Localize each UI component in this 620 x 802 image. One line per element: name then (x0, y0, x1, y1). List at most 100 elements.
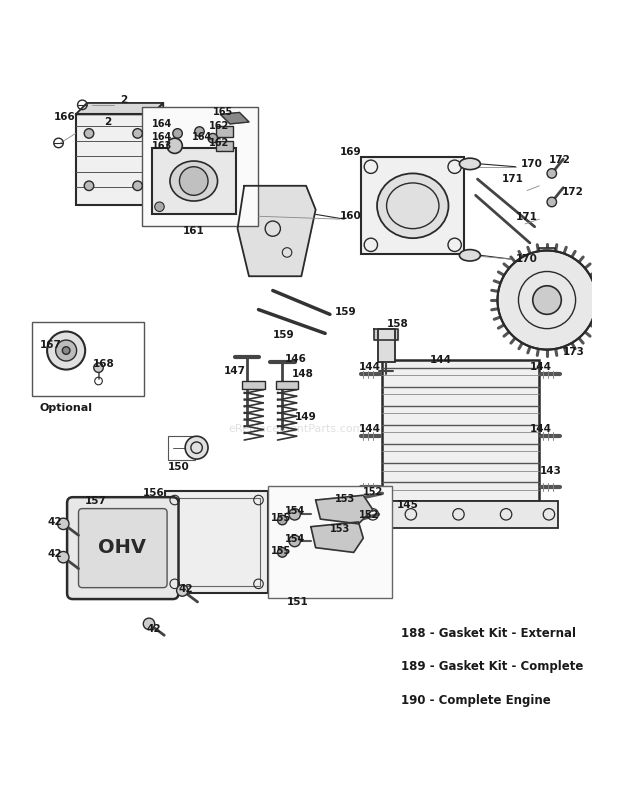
Text: 167: 167 (40, 340, 61, 350)
Text: 157: 157 (85, 496, 107, 506)
Text: 145: 145 (397, 500, 419, 510)
Text: 172: 172 (561, 188, 583, 197)
Text: 144: 144 (530, 362, 552, 371)
Circle shape (133, 181, 143, 191)
Text: 155: 155 (271, 513, 291, 523)
Circle shape (47, 331, 85, 370)
Text: 151: 151 (287, 597, 309, 607)
Circle shape (289, 535, 301, 547)
Text: 2: 2 (104, 117, 112, 127)
Text: 161: 161 (182, 225, 204, 236)
Text: 170: 170 (520, 159, 542, 169)
Text: 144: 144 (430, 355, 452, 365)
Bar (165, 491, 268, 593)
Bar (242, 381, 265, 389)
Circle shape (533, 286, 561, 314)
Text: 153: 153 (330, 524, 350, 533)
Polygon shape (237, 186, 316, 276)
Circle shape (84, 128, 94, 138)
Text: 143: 143 (539, 467, 561, 476)
Text: 154: 154 (285, 534, 306, 544)
Polygon shape (76, 103, 163, 115)
Ellipse shape (170, 161, 218, 201)
Text: 146: 146 (285, 354, 307, 364)
Text: 173: 173 (563, 347, 585, 358)
Circle shape (143, 618, 155, 630)
Text: 153: 153 (335, 494, 355, 504)
Bar (168, 436, 195, 460)
Text: 165: 165 (213, 107, 233, 117)
Text: 168: 168 (93, 358, 115, 369)
Circle shape (56, 340, 77, 361)
Text: 190 - Complete Engine: 190 - Complete Engine (401, 694, 551, 707)
Circle shape (289, 508, 301, 520)
Text: 42: 42 (47, 517, 62, 527)
Text: 148: 148 (292, 370, 314, 379)
Text: 188 - Gasket Kit - External: 188 - Gasket Kit - External (401, 627, 577, 640)
Bar (143, 107, 259, 226)
Text: Optional: Optional (40, 403, 92, 413)
Text: 189 - Gasket Kit - Complete: 189 - Gasket Kit - Complete (401, 660, 583, 673)
Polygon shape (374, 329, 399, 340)
Text: 152: 152 (363, 488, 384, 497)
Ellipse shape (377, 173, 448, 238)
Circle shape (278, 515, 287, 525)
Text: 155: 155 (271, 545, 291, 556)
Text: 170: 170 (516, 254, 538, 264)
Bar (152, 148, 236, 214)
Ellipse shape (459, 158, 481, 169)
Text: 158: 158 (387, 319, 409, 329)
Text: 163: 163 (152, 141, 172, 151)
Text: 149: 149 (294, 412, 316, 422)
Polygon shape (311, 522, 363, 553)
Circle shape (58, 552, 69, 563)
Text: 144: 144 (358, 362, 381, 371)
Text: 164: 164 (152, 132, 172, 142)
Circle shape (278, 548, 287, 557)
Circle shape (497, 250, 596, 350)
Circle shape (155, 202, 164, 212)
Text: 171: 171 (516, 213, 538, 222)
Text: 160: 160 (339, 211, 361, 221)
Bar (539, 248, 555, 290)
Bar (363, 501, 559, 528)
Circle shape (94, 363, 104, 372)
Circle shape (133, 128, 143, 138)
Circle shape (84, 181, 94, 191)
Bar (76, 115, 152, 205)
Text: 171: 171 (502, 174, 523, 184)
Circle shape (185, 436, 208, 459)
Text: 42: 42 (146, 624, 161, 634)
Text: 144: 144 (358, 423, 381, 434)
Circle shape (195, 127, 204, 136)
Text: 159: 159 (273, 330, 294, 340)
Text: 172: 172 (549, 155, 571, 165)
Circle shape (177, 585, 188, 596)
Circle shape (63, 346, 70, 354)
Text: 147: 147 (224, 367, 246, 376)
Polygon shape (152, 103, 163, 205)
Text: 42: 42 (47, 549, 62, 559)
Bar (276, 381, 298, 389)
Text: 169: 169 (339, 148, 361, 157)
Text: 166: 166 (54, 112, 76, 122)
FancyBboxPatch shape (67, 497, 179, 599)
Circle shape (208, 133, 218, 143)
Text: 162: 162 (209, 138, 229, 148)
Circle shape (547, 168, 557, 178)
Bar (216, 141, 232, 151)
Text: 2: 2 (120, 95, 128, 105)
Text: 154: 154 (285, 505, 306, 516)
Text: 159: 159 (335, 307, 356, 318)
Bar (268, 486, 392, 598)
Text: 144: 144 (530, 423, 552, 434)
Text: 164: 164 (152, 119, 172, 129)
Text: 164: 164 (192, 132, 212, 142)
Text: eReplacementParts.com: eReplacementParts.com (229, 423, 365, 434)
Circle shape (547, 197, 557, 207)
Bar (32, 322, 144, 396)
Circle shape (167, 138, 182, 153)
Text: 150: 150 (168, 462, 190, 472)
Bar (173, 498, 260, 585)
Circle shape (173, 128, 182, 138)
